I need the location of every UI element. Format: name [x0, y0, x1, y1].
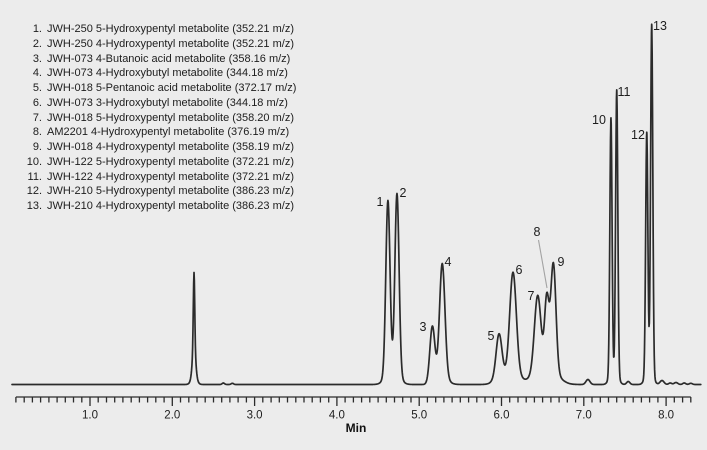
- legend-item-number: 3.: [32, 52, 42, 65]
- x-axis-title: Min: [346, 421, 367, 435]
- legend-item: 9. JWH-018 4-Hydroxypentyl metabolite (35…: [21, 140, 296, 155]
- x-axis-ruler: [15, 396, 692, 406]
- peak-label-10: 10: [592, 113, 606, 127]
- legend-item-text: JWH-250 4-Hydroxypentyl metabolite (352.…: [47, 37, 294, 50]
- legend-item-text: JWH-210 5-Hydroxypentyl metabolite (386.…: [47, 185, 294, 198]
- legend-item-text: JWH-210 4-Hydroxypentyl metabolite (386.…: [47, 200, 294, 212]
- peak-label-11: 11: [618, 85, 631, 99]
- legend-item-text: JWH-073 4-Hydroxybutyl metabolite (344.1…: [47, 67, 288, 80]
- legend-item-number: 8.: [32, 126, 42, 139]
- legend-item-text: AM2201 4-Hydroxypentyl metabolite (376.1…: [47, 126, 290, 139]
- legend-item: 7. JWH-018 5-Hydroxypentyl metabolite (35…: [21, 111, 296, 126]
- legend-item: 1. JWH-250 5-Hydroxypentyl metabolite (35…: [21, 22, 296, 37]
- peak-label-4: 4: [445, 255, 452, 269]
- legend-item-number: 2.: [32, 37, 42, 50]
- legend-item-text: JWH-073 3-Hydroxybutyl metabolite (344.1…: [47, 96, 288, 109]
- legend-item-text: JWH-122 5-Hydroxypentyl metabolite (372.…: [47, 155, 294, 168]
- peak-label-5: 5: [488, 329, 495, 343]
- legend-item: 3. JWH-073 4-Butanoic acid metabolite (35…: [21, 52, 296, 67]
- legend-item: 4. JWH-073 4-Hydroxybutyl metabolite (344…: [21, 66, 296, 81]
- legend-item-number: 5.: [32, 82, 42, 94]
- legend-item-number: 10.: [26, 155, 42, 168]
- x-tick-label-2.0: 2.0: [164, 410, 180, 422]
- peak-label-6: 6: [516, 263, 523, 277]
- peak-8-leader-line: [537, 239, 548, 289]
- peak-label-2: 2: [400, 186, 407, 200]
- legend-item-number: 13.: [26, 200, 42, 212]
- legend-item-text: JWH-018 4-Hydroxypentyl metabolite (358.…: [47, 141, 294, 153]
- peak-label-3: 3: [420, 320, 427, 334]
- legend-item: 6. JWH-073 3-Hydroxybutyl metabolite (344…: [21, 96, 296, 111]
- x-tick-label-6.0: 6.0: [494, 410, 510, 422]
- legend-item-text: JWH-250 5-Hydroxypentyl metabolite (352.…: [47, 23, 294, 35]
- legend-item: 5. JWH-018 5-Pentanoic acid metabolite (3…: [21, 81, 297, 96]
- legend-item-text: JWH-018 5-Hydroxypentyl metabolite (358.…: [47, 111, 294, 124]
- legend-item-text: JWH-122 4-Hydroxypentyl metabolite (372.…: [47, 170, 294, 183]
- peak-legend: 1. JWH-250 5-Hydroxypentyl metabolite (35…: [21, 22, 297, 214]
- legend-item-number: 12.: [26, 185, 42, 198]
- x-tick-label-4.0: 4.0: [329, 410, 345, 422]
- chromatogram-trace: [11, 23, 702, 386]
- legend-item-number: 4.: [32, 67, 42, 80]
- x-tick-label-7.0: 7.0: [576, 410, 592, 422]
- x-tick-label-5.0: 5.0: [411, 410, 427, 422]
- legend-item-text: JWH-018 5-Pentanoic acid metabolite (372…: [47, 82, 297, 94]
- peak-label-7: 7: [528, 289, 535, 303]
- legend-item: 13. JWH-210 4-Hydroxypentyl metabolite (3…: [21, 199, 296, 214]
- legend-item: 10. JWH-122 5-Hydroxypentyl metabolite (3…: [21, 155, 296, 170]
- legend-item-number: 7.: [32, 111, 42, 124]
- legend-item: 2. JWH-250 4-Hydroxypentyl metabolite (35…: [21, 37, 296, 52]
- legend-item-number: 6.: [32, 96, 42, 109]
- legend-item: 11. JWH-122 4-Hydroxypentyl metabolite (3…: [21, 170, 296, 185]
- peak-label-9: 9: [558, 255, 565, 269]
- legend-item-number: 11.: [27, 170, 42, 183]
- legend-item-number: 9.: [32, 141, 42, 153]
- peak-label-1: 1: [377, 195, 384, 209]
- legend-item-number: 1.: [32, 23, 42, 35]
- legend-item: 12. JWH-210 5-Hydroxypentyl metabolite (3…: [21, 184, 296, 199]
- legend-item: 8. AM2201 4-Hydroxypentyl metabolite (376…: [21, 125, 296, 140]
- peak-label-13: 13: [653, 19, 667, 33]
- x-tick-label-1.0: 1.0: [82, 410, 98, 422]
- peak-label-8: 8: [534, 225, 541, 239]
- x-tick-label-3.0: 3.0: [247, 410, 263, 422]
- legend-item-text: JWH-073 4-Butanoic acid metabolite (358.…: [47, 52, 291, 65]
- x-tick-label-8.0: 8.0: [658, 410, 674, 422]
- peak-label-12: 12: [631, 128, 645, 142]
